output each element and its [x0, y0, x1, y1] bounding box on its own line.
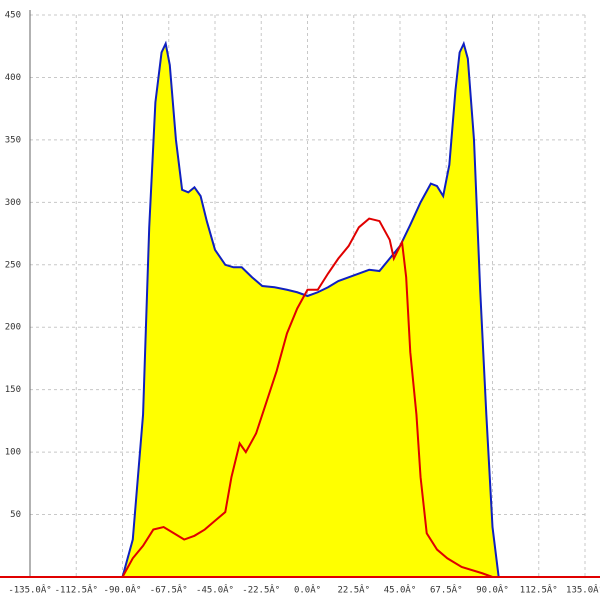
x-tick-label: -22.5Â° [242, 584, 280, 596]
line [121, 40, 500, 578]
y-tick-label: 250 [5, 260, 21, 270]
x-tick-label: 90.0Â° [476, 584, 509, 596]
y-tick-label: 200 [5, 323, 21, 333]
x-tick-label: 67.5Â° [430, 584, 463, 596]
y-tick-label: 400 [5, 73, 21, 83]
x-tick-label: -45.0Â° [196, 584, 234, 596]
y-tick-label: 150 [5, 385, 21, 395]
x-tick-label: 135.0Â° [566, 584, 600, 596]
y-tick-label: 450 [5, 11, 21, 21]
x-tick-label: -67.5Â° [150, 584, 188, 596]
x-tick-label: -90.0Â° [104, 584, 142, 596]
y-tick-label: 100 [5, 448, 21, 458]
y-tick-label: 50 [10, 510, 21, 520]
x-tick-label: 0.0Â° [294, 584, 321, 596]
x-tick-label: 22.5Â° [337, 584, 370, 596]
x-tick-label: 112.5Â° [520, 584, 558, 596]
x-tick-label: -112.5Â° [55, 584, 98, 596]
x-tick-label: -135.0Â° [8, 584, 51, 596]
y-tick-label: 300 [5, 198, 21, 208]
y-tick-label: 350 [5, 135, 21, 145]
line [121, 217, 493, 578]
area [122, 43, 499, 578]
x-tick-label: 45.0Â° [384, 584, 417, 596]
